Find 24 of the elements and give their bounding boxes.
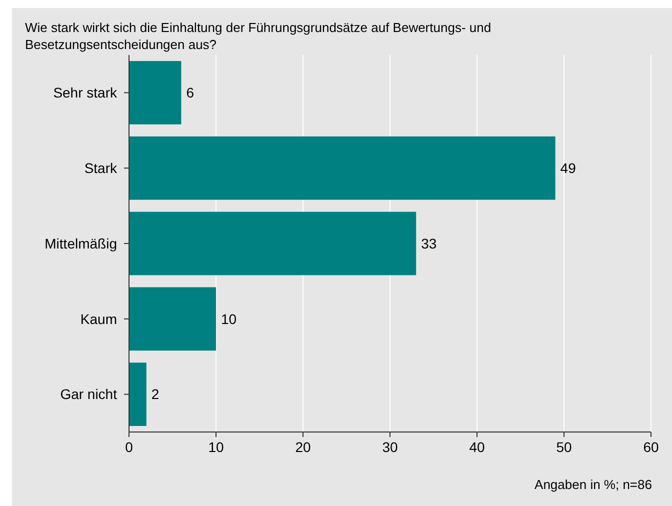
- bar: [129, 287, 216, 351]
- x-tick-label: 30: [382, 439, 398, 455]
- y-tick-label: Mittelmäßig: [44, 235, 117, 252]
- data-label: 10: [221, 310, 237, 327]
- data-label: 2: [151, 386, 160, 402]
- y-tick-label: Gar nicht: [60, 386, 118, 402]
- y-tick-label: Stark: [84, 160, 118, 176]
- y-tick-label: Kaum: [80, 310, 117, 327]
- x-tick-label: 0: [125, 439, 134, 455]
- bar: [129, 212, 416, 276]
- x-tick-label: 10: [208, 439, 224, 455]
- x-tick-label: 20: [295, 439, 311, 455]
- x-tick-label: 40: [469, 439, 485, 455]
- x-tick-label: 50: [556, 439, 572, 455]
- y-tick-label: Sehr stark: [53, 84, 118, 101]
- bar: [129, 136, 556, 200]
- bar: [129, 61, 182, 124]
- chart-title: Wie stark wirkt sich die Einhaltung der Führungsgrundsätze auf Bewertungs- und Besetzungsentscheidungen aus?: [25, 20, 492, 52]
- data-label: 6: [186, 84, 194, 101]
- text: Angaben in %; n=86: [534, 477, 652, 492]
- data-label: 33: [421, 235, 437, 252]
- x-tick-label: 60: [643, 439, 659, 455]
- bar: [129, 362, 146, 426]
- data-label: 49: [560, 160, 576, 176]
